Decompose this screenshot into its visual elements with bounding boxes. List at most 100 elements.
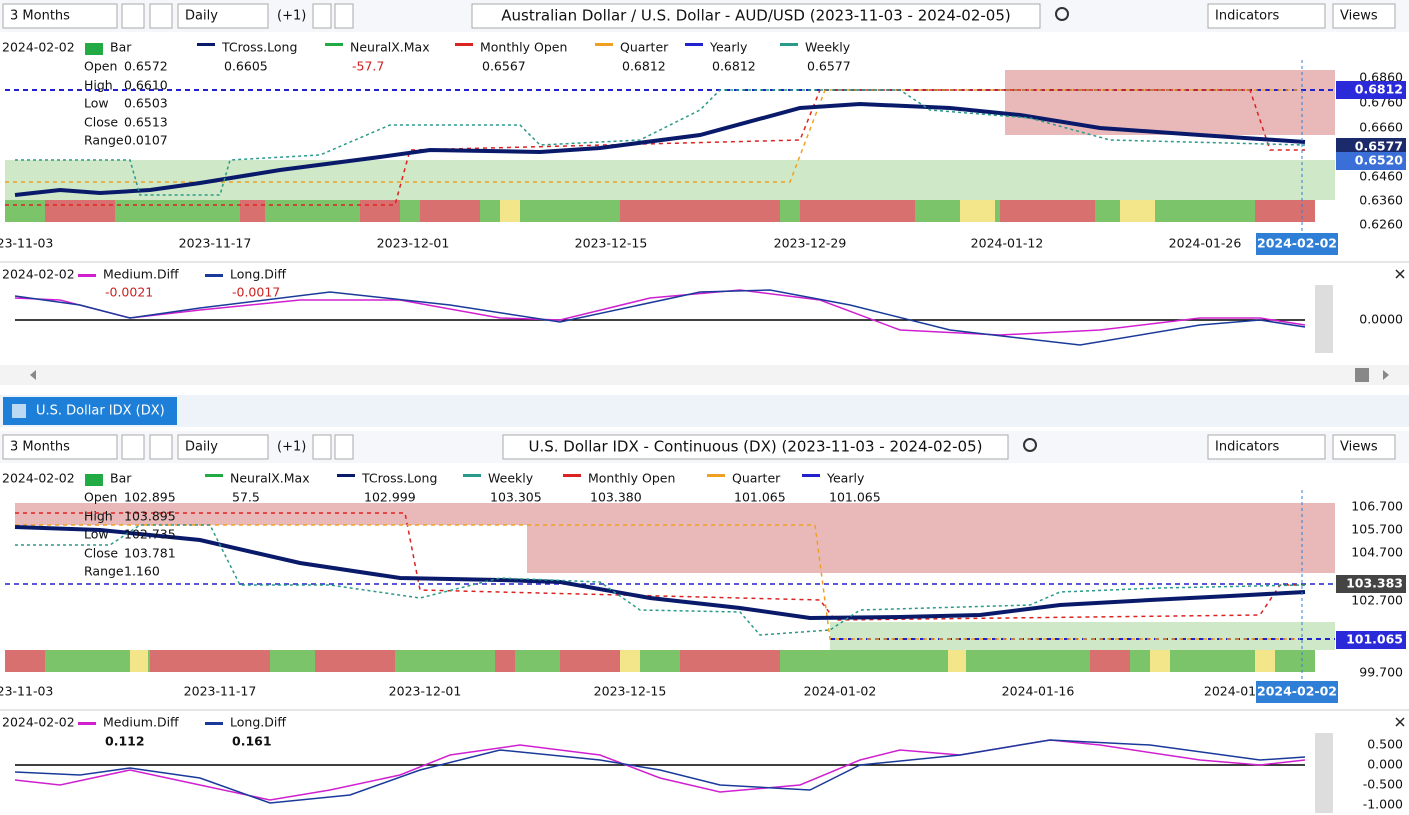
sub-date: 2024-02-02 [2, 267, 75, 282]
range-dropdown[interactable]: 3 Months [10, 9, 70, 24]
tab-bar [0, 395, 1409, 427]
legend-swatch [685, 43, 703, 46]
price-marker-label: 0.6577 [1355, 139, 1403, 154]
range-dropdown-box[interactable] [2, 434, 118, 460]
legend-value: 0.6605 [224, 59, 268, 74]
price-label: 0.6460 [1359, 169, 1403, 184]
ohlc-label: High [84, 509, 113, 524]
ohlc-label: Low [84, 96, 109, 111]
interval-dropdown[interactable]: Daily [185, 440, 218, 455]
sub-value: -0.0021 [105, 285, 153, 300]
scrollbar[interactable] [0, 365, 1409, 385]
sub-value: 0.112 [105, 734, 145, 749]
ohlc-value: 1.160 [124, 564, 160, 579]
sub-name: Long.Diff [230, 267, 286, 282]
cursor-date-box [1256, 233, 1338, 255]
zoom-in-button-box[interactable] [121, 434, 145, 460]
price-marker [1336, 152, 1406, 170]
ohlc-value: 0.6513 [124, 115, 168, 130]
date-label: 2024-01 [1204, 684, 1256, 699]
ohlc-value: 0.6572 [124, 59, 168, 74]
views-dropdown[interactable]: Views [1340, 9, 1378, 24]
price-label: 0.6660 [1359, 120, 1403, 135]
add-button-box[interactable] [312, 3, 332, 29]
legend-name: NeuralX.Max [230, 471, 310, 486]
range-dropdown[interactable]: 3 Months [10, 440, 70, 455]
legend-value: 103.305 [490, 490, 542, 505]
ohlc-label: Open [84, 59, 117, 74]
interval-dropdown-box[interactable] [177, 3, 269, 29]
sub-axis-label: 0.000 [1367, 757, 1403, 772]
ohlc-value: 102.895 [124, 490, 176, 505]
price-label: 104.700 [1351, 545, 1403, 560]
ohlc-value: 0.6610 [124, 78, 168, 93]
ohlc-value: 0.6503 [124, 96, 168, 111]
price-label: 0.6260 [1359, 217, 1403, 232]
ohlc-label: Range [84, 564, 124, 579]
add-button-box[interactable] [312, 434, 332, 460]
views-dropdown-box[interactable] [1332, 434, 1396, 460]
legend-swatch [563, 474, 581, 477]
legend-name: TCross.Long [361, 471, 437, 486]
sub-swatch [205, 274, 223, 277]
legend-swatch [205, 474, 223, 477]
zoom-out-button-box[interactable] [149, 3, 173, 29]
date-label: 2023-12-29 [774, 236, 847, 251]
legend-value: 0.6812 [712, 59, 756, 74]
ohlc-label: Low [84, 527, 109, 542]
date-label: 23-11-03 [0, 684, 53, 699]
date-label: 2023-12-01 [389, 684, 462, 699]
views-dropdown[interactable]: Views [1340, 440, 1378, 455]
sub-decor-top [14, 285, 1333, 353]
sub-swatch [78, 274, 96, 277]
price-marker [1336, 631, 1406, 649]
price-marker [1336, 575, 1406, 593]
chart-decor-top [5, 60, 1335, 240]
legend-swatch [463, 474, 481, 477]
legend-name: Quarter [732, 471, 781, 486]
offset: (+1) [277, 9, 306, 24]
offset: (+1) [277, 440, 306, 455]
price-marker [1336, 138, 1406, 156]
legend-name: TCross.Long [221, 40, 297, 55]
views-dropdown-box[interactable] [1332, 3, 1396, 29]
interval-dropdown-box[interactable] [177, 434, 269, 460]
price-label: 99.700 [1359, 665, 1403, 680]
legend-swatch [337, 474, 355, 477]
search-icon[interactable] [1055, 7, 1069, 21]
price-label: 102.700 [1351, 593, 1403, 608]
legend-value: 101.065 [734, 490, 786, 505]
indicators-dropdown[interactable]: Indicators [1215, 440, 1279, 455]
legend-name: Yearly [709, 40, 748, 55]
zoom-in-button-box[interactable] [121, 3, 145, 29]
legend-swatch [595, 43, 613, 46]
remove-button-box[interactable] [334, 434, 354, 460]
legend-name: Weekly [488, 471, 534, 486]
date-label: 2024-01-16 [1002, 684, 1075, 699]
date-label: 23-11-03 [0, 236, 53, 251]
interval-dropdown[interactable]: Daily [185, 9, 218, 24]
price-label: 0.6860 [1359, 70, 1403, 85]
zoom-out-button-box[interactable] [149, 434, 173, 460]
legend-swatch [707, 474, 725, 477]
legend-value: 101.065 [829, 490, 881, 505]
legend-value: 103.380 [590, 490, 642, 505]
range-dropdown-box[interactable] [2, 3, 118, 29]
sub-date: 2024-02-02 [2, 715, 75, 730]
close-button[interactable] [1395, 269, 1405, 279]
search-icon[interactable] [1023, 438, 1037, 452]
tab[interactable] [3, 397, 177, 425]
ohlc-value: 103.895 [124, 509, 176, 524]
sub-name: Medium.Diff [103, 715, 179, 730]
date-label: 2023-11-17 [184, 684, 257, 699]
indicators-dropdown-box[interactable] [1207, 434, 1326, 460]
sub-axis-label: 0.0000 [1359, 312, 1403, 327]
remove-button-box[interactable] [334, 3, 354, 29]
cursor-date-box [1256, 681, 1338, 703]
close-button[interactable] [1395, 717, 1405, 727]
tab-label[interactable]: U.S. Dollar IDX (DX) [36, 404, 165, 419]
indicators-dropdown[interactable]: Indicators [1215, 9, 1279, 24]
price-marker [1336, 81, 1406, 99]
indicators-dropdown-box[interactable] [1207, 3, 1326, 29]
price-marker-label: 0.6520 [1355, 153, 1404, 168]
